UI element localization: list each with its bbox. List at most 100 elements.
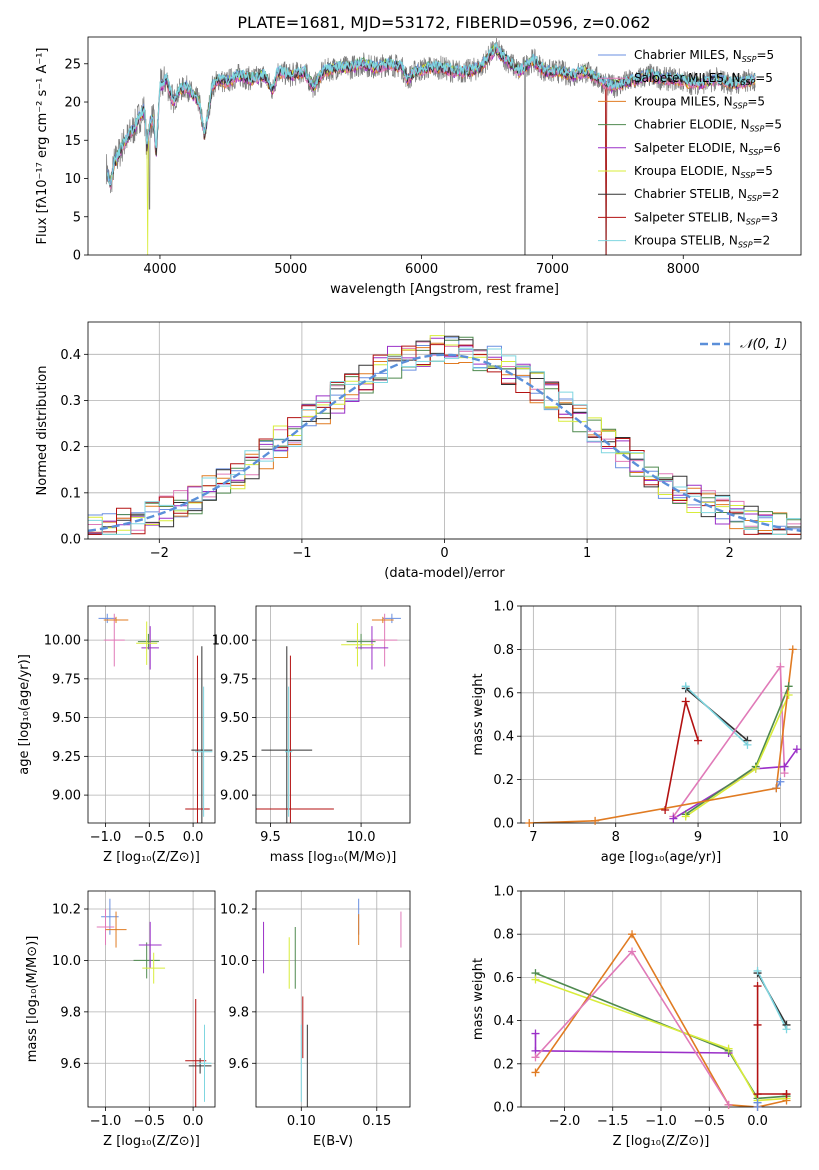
tick-label-y: 0.2 — [493, 1057, 514, 1072]
tick-label-y: 9.00 — [52, 789, 81, 804]
figure-title: PLATE=1681, MJD=53172, FIBERID=0596, z=0… — [237, 13, 650, 32]
axes-mass_vs_Z: −1.0 −0.5 0.0 9.6 9.8 10.0 10.2 Z [log₁₀(Z/Z⊙)]… — [25, 890, 216, 1149]
axis-label-y: Normed distribution — [35, 366, 50, 496]
tick-label-x: 5000 — [274, 262, 307, 277]
mw-line-salpeter_stelib — [664, 701, 699, 811]
legend-label-chabrier_stelib: Chabrier STELIB, NSSP=2 — [634, 187, 779, 203]
axes-frame — [520, 890, 802, 1108]
mw-marker-kroupa_elodie — [681, 812, 690, 821]
axes-frame — [87, 890, 216, 1108]
mw-line-salpeter_stelib — [756, 986, 787, 1095]
tick-label-x: 9 — [694, 830, 702, 845]
mw-marker-chabrier_miles — [753, 1098, 762, 1107]
mw-marker-salpeter_miles — [776, 662, 785, 671]
plot-area-mass_vs_ebv — [263, 898, 402, 1107]
mw-marker-chabrier_miles — [776, 777, 785, 786]
mw-marker-salpeter_elodie — [669, 814, 678, 823]
tick-label-x: 0.0 — [747, 1114, 768, 1129]
legend-label-chabrier_miles: Chabrier MILES, NSSP=5 — [634, 48, 774, 64]
tick-label-x: 0.15 — [362, 1114, 391, 1129]
tick-label-x: −2.0 — [549, 1114, 581, 1129]
tick-label-y: 0.3 — [60, 394, 81, 409]
tick-label-x: 0.0 — [183, 830, 204, 845]
tick-label-y: 0.4 — [493, 1014, 514, 1029]
mw-marker-kroupa_miles — [628, 930, 637, 939]
tick-label-y: 9.75 — [52, 672, 81, 687]
mw-marker-salpeter_stelib — [753, 982, 762, 991]
axes-frame — [87, 321, 802, 540]
axes-age_vs_mass: 9.5 10.0 9.00 9.25 9.50 9.75 10.00 mass [log₁₀(… — [212, 605, 411, 865]
tick-label-x: 7 — [529, 830, 537, 845]
axis-label-y: Flux [fλ10⁻¹⁷ erg cm⁻² s⁻¹ A⁻¹] — [35, 48, 50, 245]
mw-line-kroupa_elodie — [535, 978, 787, 1102]
tick-label-y: 0.6 — [493, 686, 514, 701]
tick-label-y: 0.0 — [493, 817, 514, 832]
tick-label-y: 9.8 — [228, 1005, 249, 1020]
axis-label-x: Z [log₁₀(Z/Z⊙)] — [103, 1134, 200, 1149]
tick-label-y: 10.00 — [212, 634, 249, 649]
tick-label-x: 10.0 — [347, 830, 376, 845]
mw-marker-salpeter_elodie — [792, 745, 801, 754]
spectrum-model-kroupa_stelib — [107, 41, 756, 186]
mw-marker-salpeter_elodie — [531, 1029, 540, 1038]
axes-frame — [255, 890, 411, 1108]
mw-marker-salpeter_stelib — [694, 736, 703, 745]
axes-frame — [87, 36, 802, 256]
tick-label-x: −0.5 — [693, 1114, 725, 1129]
legend-label-kroupa_elodie: Kroupa ELODIE, NSSP=5 — [634, 164, 773, 180]
axes-spectrum: 4000 5000 6000 7000 8000 0 5 10 15 20 25 wavelength… — [35, 36, 802, 297]
tick-label-y: 10.0 — [220, 954, 249, 969]
spectrum-model-salpeter_miles — [107, 46, 756, 190]
tick-label-x: −2 — [150, 546, 169, 561]
axis-label-x: wavelength [Angstrom, rest frame] — [330, 282, 559, 297]
tick-label-y: 0.0 — [60, 533, 81, 548]
axis-label-x: mass [log₁₀(M/M⊙)] — [270, 850, 397, 865]
tick-label-y: 9.6 — [228, 1057, 249, 1072]
mw-marker-salpeter_miles — [628, 947, 637, 956]
tick-label-y: 10.00 — [44, 634, 81, 649]
plot-area-residuals — [88, 335, 801, 535]
tick-label-y: 0.8 — [493, 643, 514, 658]
mw-marker-salpeter_stelib — [782, 1090, 791, 1099]
legend-label-chabrier_elodie: Chabrier ELODIE, NSSP=5 — [634, 118, 782, 134]
tick-label-y: 15 — [64, 134, 81, 149]
normal-curve — [88, 353, 801, 533]
mw-marker-salpeter_stelib — [753, 1090, 762, 1099]
mw-marker-kroupa_miles — [772, 784, 781, 793]
tick-label-x: 0.0 — [183, 1114, 204, 1129]
tick-label-y: 10.2 — [220, 903, 249, 918]
tick-label-x: 0 — [440, 546, 448, 561]
tick-label-y: 10.2 — [52, 903, 81, 918]
axis-label-x: E(B-V) — [313, 1134, 353, 1149]
tick-label-x: −0.5 — [134, 830, 166, 845]
mw-marker-kroupa_stelib — [681, 682, 690, 691]
legend-label-salpeter_miles: Salpeter MILES, NSSP=5 — [634, 71, 773, 87]
tick-label-y: 9.50 — [52, 711, 81, 726]
plot-area-age_vs_mass — [256, 613, 401, 823]
axis-label-y: mass weight — [471, 673, 486, 755]
axes-frame — [87, 605, 216, 824]
tick-label-y: 1.0 — [493, 885, 514, 900]
mw-line-kroupa_stelib — [685, 685, 749, 746]
mw-marker-kroupa_elodie — [531, 975, 540, 984]
legend-label-kroupa_miles: Kroupa MILES, NSSP=5 — [634, 94, 765, 110]
hist-salpeter_stelib — [88, 344, 801, 535]
plot-area-mass_vs_Z — [96, 898, 212, 1107]
tick-label-y: 0.4 — [493, 730, 514, 745]
tick-label-x: 8 — [612, 830, 620, 845]
tick-label-y: 0.2 — [493, 773, 514, 788]
tick-label-y: 9.50 — [220, 711, 249, 726]
tick-label-x: 0.10 — [287, 1114, 316, 1129]
mw-marker-kroupa_miles — [531, 1068, 540, 1077]
legend-label-kroupa_stelib: Kroupa STELIB, NSSP=2 — [634, 234, 770, 250]
mw-marker-salpeter_stelib — [681, 697, 690, 706]
axes-massweight_vs_age: 7 8 9 10 0.0 0.2 0.4 0.6 0.8 1.0 age [log₁₀(age/yr… — [471, 600, 802, 865]
plot-area-age_vs_Z — [98, 613, 213, 823]
legend-label-normal: 𝒩(0, 1) — [740, 337, 787, 352]
axes-frame — [255, 605, 411, 824]
mw-marker-kroupa_elodie — [751, 764, 760, 773]
tick-label-y: 9.75 — [220, 672, 249, 687]
mw-marker-kroupa_miles — [591, 816, 600, 825]
tick-label-x: 4000 — [143, 262, 176, 277]
tick-label-x: −0.5 — [134, 1114, 166, 1129]
